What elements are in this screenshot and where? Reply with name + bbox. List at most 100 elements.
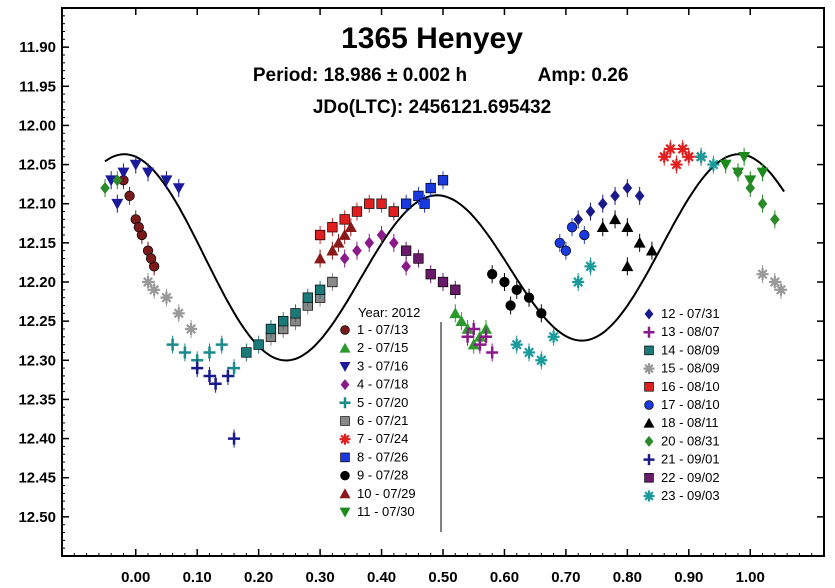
legend-marker <box>339 362 351 372</box>
y-tick-label: 12.05 <box>18 157 56 174</box>
legend-label: 1 - 07/13 <box>357 322 408 337</box>
data-point <box>437 276 449 288</box>
legend-marker <box>339 433 351 445</box>
data-point <box>633 236 646 248</box>
data-point <box>745 182 756 195</box>
data-point <box>510 338 523 351</box>
legend-label: 3 - 07/16 <box>357 358 408 373</box>
data-point <box>768 276 781 288</box>
data-point <box>437 175 449 186</box>
data-point <box>670 158 683 171</box>
legend-marker <box>644 473 654 483</box>
x-tick-label: 0.20 <box>244 569 273 586</box>
data-point <box>376 198 387 209</box>
data-point <box>547 330 560 343</box>
data-point <box>487 269 498 280</box>
data-point <box>203 369 216 382</box>
data-point <box>265 323 277 335</box>
data-point <box>682 150 695 163</box>
data-point <box>610 189 620 202</box>
data-point <box>719 159 732 171</box>
data-point <box>124 190 135 202</box>
data-point <box>566 222 578 233</box>
legend-label: 21 - 09/01 <box>661 452 720 467</box>
y-tick-label: 12.50 <box>18 509 56 526</box>
legend-marker <box>340 325 350 335</box>
data-point <box>585 205 596 218</box>
data-point <box>314 229 326 241</box>
legend-marker <box>339 488 351 499</box>
data-point <box>339 214 350 225</box>
x-tick-label: 0.30 <box>305 569 334 586</box>
legend-marker <box>339 397 351 409</box>
x-tick-label: 0.90 <box>674 569 703 586</box>
x-tick-label: 0.10 <box>183 569 212 586</box>
y-tick-label: 12.45 <box>18 470 56 487</box>
data-point <box>658 150 671 163</box>
data-point <box>523 346 536 359</box>
data-point <box>338 229 351 240</box>
data-point <box>707 158 720 171</box>
data-point <box>664 142 677 155</box>
legend-label: 11 - 07/30 <box>357 504 415 519</box>
legend-label: 2 - 07/15 <box>357 340 408 355</box>
data-point <box>621 221 634 232</box>
data-point <box>339 252 350 265</box>
x-tick-label: 0.00 <box>121 569 150 586</box>
legend-title: Year: 2012 <box>358 305 420 320</box>
x-tick-label: 0.60 <box>490 569 519 586</box>
epoch-label: JDo(LTC): 2456121.695432 <box>313 97 551 118</box>
data-point <box>554 237 565 249</box>
legend-marker <box>339 507 351 518</box>
legend-label: 7 - 07/24 <box>357 431 408 446</box>
data-point <box>389 236 399 249</box>
y-tick-label: 12.35 <box>18 391 56 408</box>
legend-marker <box>644 435 654 447</box>
y-tick-label: 12.00 <box>18 117 56 134</box>
x-axis: 0.00 0.10 0.20 0.30 0.40 0.50 0.60 0.70 0.80 0.90… <box>73 8 813 586</box>
legend-marker <box>340 470 350 481</box>
data-point <box>332 236 345 248</box>
legend-marker <box>340 379 350 391</box>
legend-label: 10 - 07/29 <box>357 486 416 501</box>
legend-label: 5 - 07/20 <box>357 395 408 410</box>
period-label: Period: 18.986 ± 0.002 h <box>253 65 467 86</box>
data-point <box>278 315 289 327</box>
legend-label: 16 - 08/10 <box>661 379 720 394</box>
x-tick-label: 1.00 <box>736 569 765 586</box>
legend-marker <box>643 454 655 466</box>
data-point <box>228 432 241 445</box>
data-point <box>756 167 769 179</box>
data-point <box>733 166 743 179</box>
legend-label: 9 - 07/28 <box>357 468 408 483</box>
data-point <box>117 167 130 179</box>
data-point <box>425 182 436 194</box>
legend-label: 23 - 09/03 <box>661 488 720 503</box>
data-point <box>364 198 375 209</box>
data-point <box>241 347 252 358</box>
y-axis: 11.90 11.95 12.00 12.05 12.10 12.15 12.20 12.25… <box>18 7 824 557</box>
data-point <box>228 362 241 375</box>
legend-marker <box>643 490 655 502</box>
y-tick-label: 12.25 <box>18 313 56 330</box>
legend-marker <box>644 400 654 410</box>
data-point <box>401 260 411 273</box>
legend-label: 13 - 08/07 <box>661 324 720 339</box>
data-point <box>105 175 118 187</box>
x-tick-label: 0.40 <box>367 569 396 586</box>
data-point <box>774 283 787 296</box>
legend-label: 12 - 07/31 <box>661 306 720 321</box>
data-point <box>172 307 185 320</box>
data-point <box>302 292 313 303</box>
y-tick-label: 11.90 <box>19 39 56 56</box>
data-point <box>388 206 399 217</box>
data-point <box>253 339 264 350</box>
data-point <box>523 292 535 303</box>
data-point <box>579 229 590 241</box>
data-point <box>622 182 633 195</box>
data-point <box>486 346 499 359</box>
data-point <box>160 175 173 187</box>
y-tick-label: 12.20 <box>18 274 56 291</box>
data-point <box>413 253 424 264</box>
data-point <box>352 244 362 257</box>
